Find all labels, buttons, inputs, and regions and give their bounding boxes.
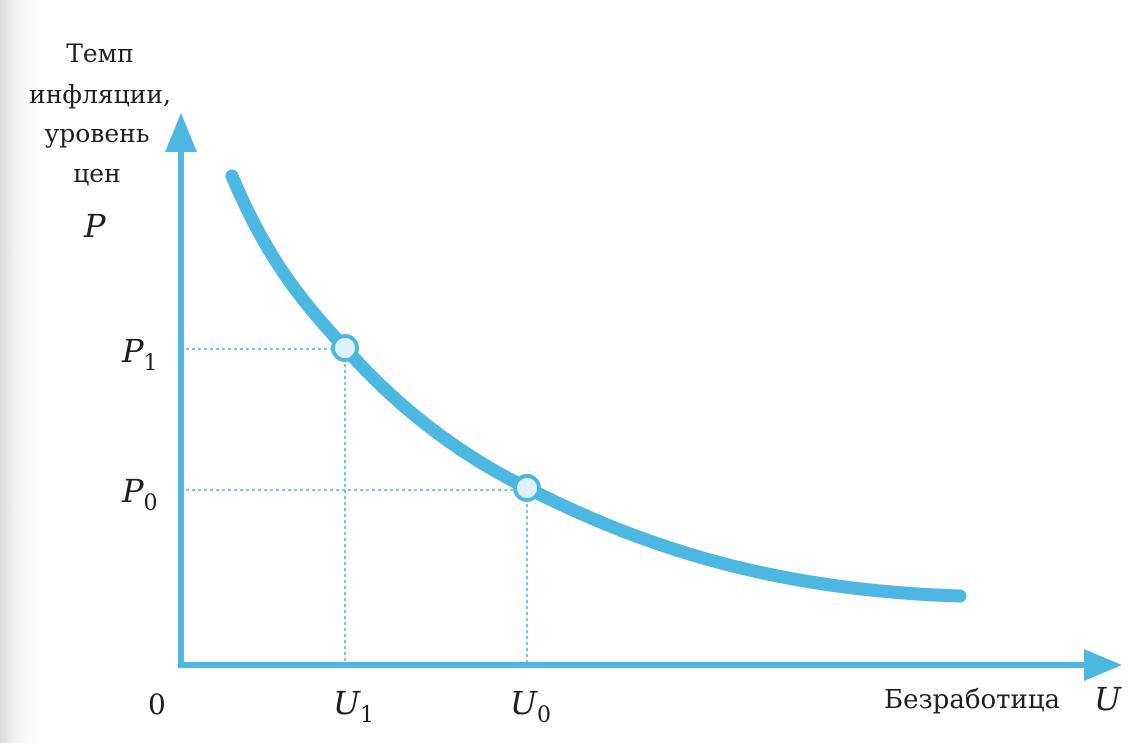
tick-label-u0: U0 (510, 684, 551, 728)
y-axis-title-line-1: Темп (66, 39, 134, 68)
y-axis-title-line-4: цен (73, 159, 121, 188)
point-p0-u0 (513, 474, 541, 502)
point-p1-u1 (331, 334, 359, 362)
y-axis-title-line-3: уровень (45, 119, 150, 148)
origin-label: 0 (148, 688, 166, 721)
tick-label-u1: U1 (333, 684, 374, 728)
y-axis-symbol: P (83, 207, 106, 245)
x-axis-title: Безработица (884, 685, 1060, 715)
x-axis-arrow-icon (1084, 649, 1122, 681)
y-axis-title-line-2: инфляции, (29, 80, 171, 109)
tick-label-p0: P0 (121, 472, 158, 516)
x-axis-symbol: U (1094, 680, 1122, 718)
tick-label-p1: P1 (121, 332, 158, 376)
y-axis-arrow-icon (165, 113, 197, 152)
phillips-curve (225, 169, 967, 603)
